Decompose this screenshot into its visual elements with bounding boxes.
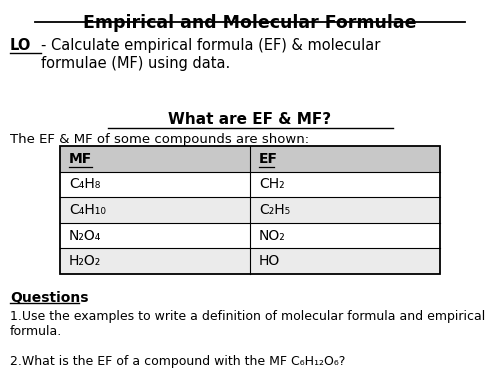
Text: Questions: Questions: [10, 291, 88, 304]
Text: CH₂: CH₂: [259, 177, 284, 192]
Text: H₂O₂: H₂O₂: [69, 254, 101, 268]
Text: The EF & MF of some compounds are shown:: The EF & MF of some compounds are shown:: [10, 133, 309, 146]
Text: What are EF & MF?: What are EF & MF?: [168, 112, 332, 128]
Text: C₄H₈: C₄H₈: [69, 177, 100, 192]
Text: Empirical and Molecular Formulae: Empirical and Molecular Formulae: [83, 14, 417, 32]
Text: 2.What is the EF of a compound with the MF C₆H₁₂O₆?: 2.What is the EF of a compound with the …: [10, 355, 345, 368]
Text: EF: EF: [259, 152, 278, 166]
Text: MF: MF: [69, 152, 92, 166]
Text: - Calculate empirical formula (EF) & molecular
formulae (MF) using data.: - Calculate empirical formula (EF) & mol…: [41, 38, 380, 70]
Text: LO: LO: [10, 38, 32, 53]
Text: C₄H₁₀: C₄H₁₀: [69, 203, 106, 217]
Text: NO₂: NO₂: [259, 228, 286, 243]
Text: C₂H₅: C₂H₅: [259, 203, 290, 217]
Text: N₂O₄: N₂O₄: [69, 228, 102, 243]
Text: 1.Use the examples to write a definition of molecular formula and empirical
form: 1.Use the examples to write a definition…: [10, 310, 485, 338]
Text: HO: HO: [259, 254, 280, 268]
